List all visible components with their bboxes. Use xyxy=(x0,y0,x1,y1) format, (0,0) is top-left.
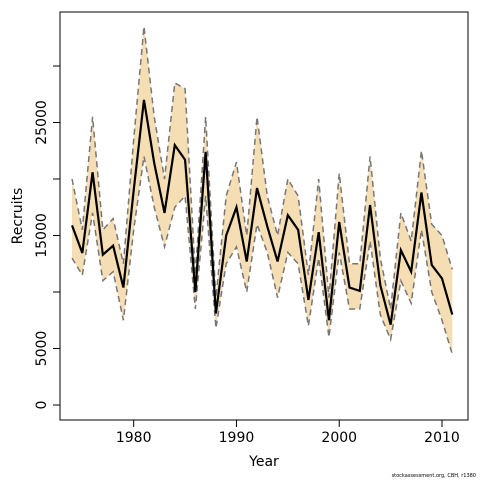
confidence-band xyxy=(72,26,453,355)
x-axis-label: Year xyxy=(248,454,279,470)
plot-frame xyxy=(59,11,469,421)
plot-layer xyxy=(70,26,454,355)
x-tick-label: 2010 xyxy=(424,430,460,446)
estimate-line xyxy=(70,99,454,326)
y-axis-label: Recruits xyxy=(10,188,26,245)
y-tick-label: 15000 xyxy=(34,213,50,258)
y-tick-label: 5000 xyxy=(34,331,50,367)
x-tick-label: 1990 xyxy=(219,430,255,446)
x-tick-label: 1980 xyxy=(116,430,152,446)
lower-bound xyxy=(71,156,453,355)
footnote: stockassessment.org, CBH, r1380 xyxy=(392,473,476,479)
upper-bound xyxy=(71,26,453,310)
x-tick-label: 2000 xyxy=(321,430,357,446)
y-tick-label: 0 xyxy=(34,401,50,410)
y-tick-label: 25000 xyxy=(34,100,50,145)
